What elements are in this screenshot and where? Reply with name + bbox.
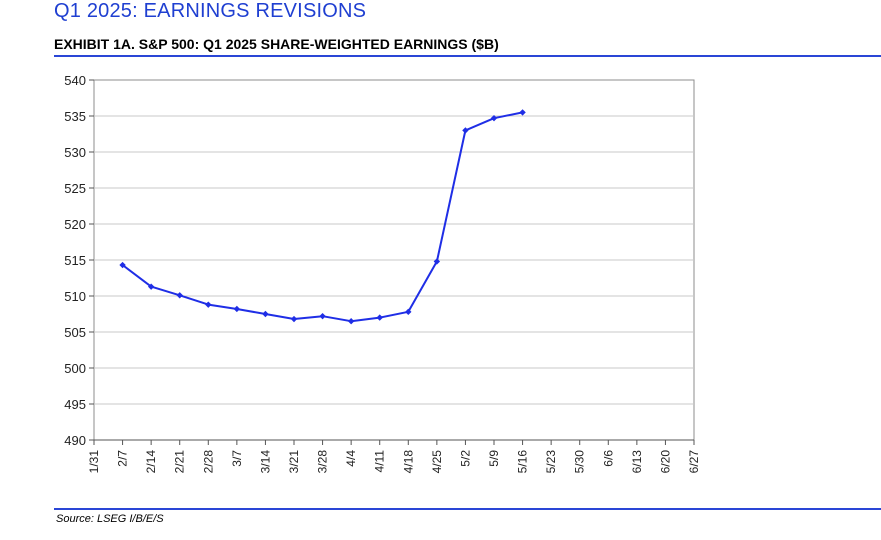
- y-tick-label: 505: [64, 325, 86, 340]
- earnings-line-chart: 490 495 500 505 510 515 520 525 530 535 540 1/31 2/7…: [64, 73, 701, 474]
- data-point: [376, 314, 383, 321]
- x-tick-label: 2/14: [144, 450, 158, 474]
- data-point: [405, 308, 412, 316]
- data-point: [233, 305, 241, 313]
- x-tick-label: 3/21: [287, 450, 301, 474]
- x-tick-label: 6/27: [687, 450, 701, 474]
- x-tick-label: 6/6: [601, 450, 615, 467]
- exhibit-title: EXHIBIT 1A. S&P 500: Q1 2025 SHARE-WEIGH…: [54, 36, 499, 52]
- x-tick-label: 5/23: [544, 450, 558, 474]
- data-point: [147, 283, 155, 290]
- x-tick-label: 4/11: [373, 450, 387, 473]
- data-point: [176, 292, 183, 299]
- bottom-divider: [54, 508, 881, 510]
- data-point: [119, 261, 126, 269]
- top-divider: [54, 55, 881, 57]
- page-title: Q1 2025: EARNINGS REVISIONS: [54, 0, 367, 22]
- data-point: [262, 310, 269, 318]
- x-tick-label: 2/28: [201, 450, 215, 474]
- y-tick-label: 495: [64, 397, 86, 412]
- x-tick-label: 6/20: [658, 450, 672, 474]
- x-tick-label: 1/31: [87, 450, 101, 474]
- y-tick-label: 540: [64, 73, 86, 88]
- x-tick-label: 4/18: [401, 450, 415, 474]
- x-tick-label: 4/4: [344, 450, 358, 467]
- data-point: [205, 301, 212, 308]
- x-tick-label: 3/7: [230, 450, 244, 467]
- x-tick-label: 2/7: [116, 450, 130, 467]
- y-tick-label: 510: [64, 289, 86, 304]
- x-tick-label: 4/25: [430, 450, 444, 474]
- x-tick-label: 5/2: [458, 450, 472, 467]
- y-tick-label: 535: [64, 109, 86, 124]
- x-tick-label: 2/21: [173, 450, 187, 474]
- y-tick-label: 515: [64, 253, 86, 268]
- x-tick-label: 3/14: [258, 450, 272, 474]
- source-note: Source: LSEG I/B/E/S: [56, 513, 164, 525]
- x-tick-label: 3/28: [316, 450, 330, 474]
- x-tick-label: 6/13: [630, 450, 644, 474]
- data-point: [490, 114, 498, 122]
- y-tick-label: 530: [64, 145, 86, 160]
- x-tick-label: 5/30: [573, 450, 587, 474]
- data-point: [519, 109, 526, 116]
- x-tick-label: 5/9: [487, 450, 501, 467]
- x-tick-label: 5/16: [516, 450, 530, 474]
- y-tick-label: 500: [64, 361, 86, 376]
- data-point: [433, 258, 441, 265]
- data-point: [290, 315, 298, 323]
- y-tick-label: 520: [64, 217, 86, 232]
- y-tick-label: 490: [64, 433, 86, 448]
- data-point: [347, 318, 355, 325]
- y-tick-label: 525: [64, 181, 86, 196]
- data-point: [319, 312, 326, 320]
- data-point: [462, 127, 469, 134]
